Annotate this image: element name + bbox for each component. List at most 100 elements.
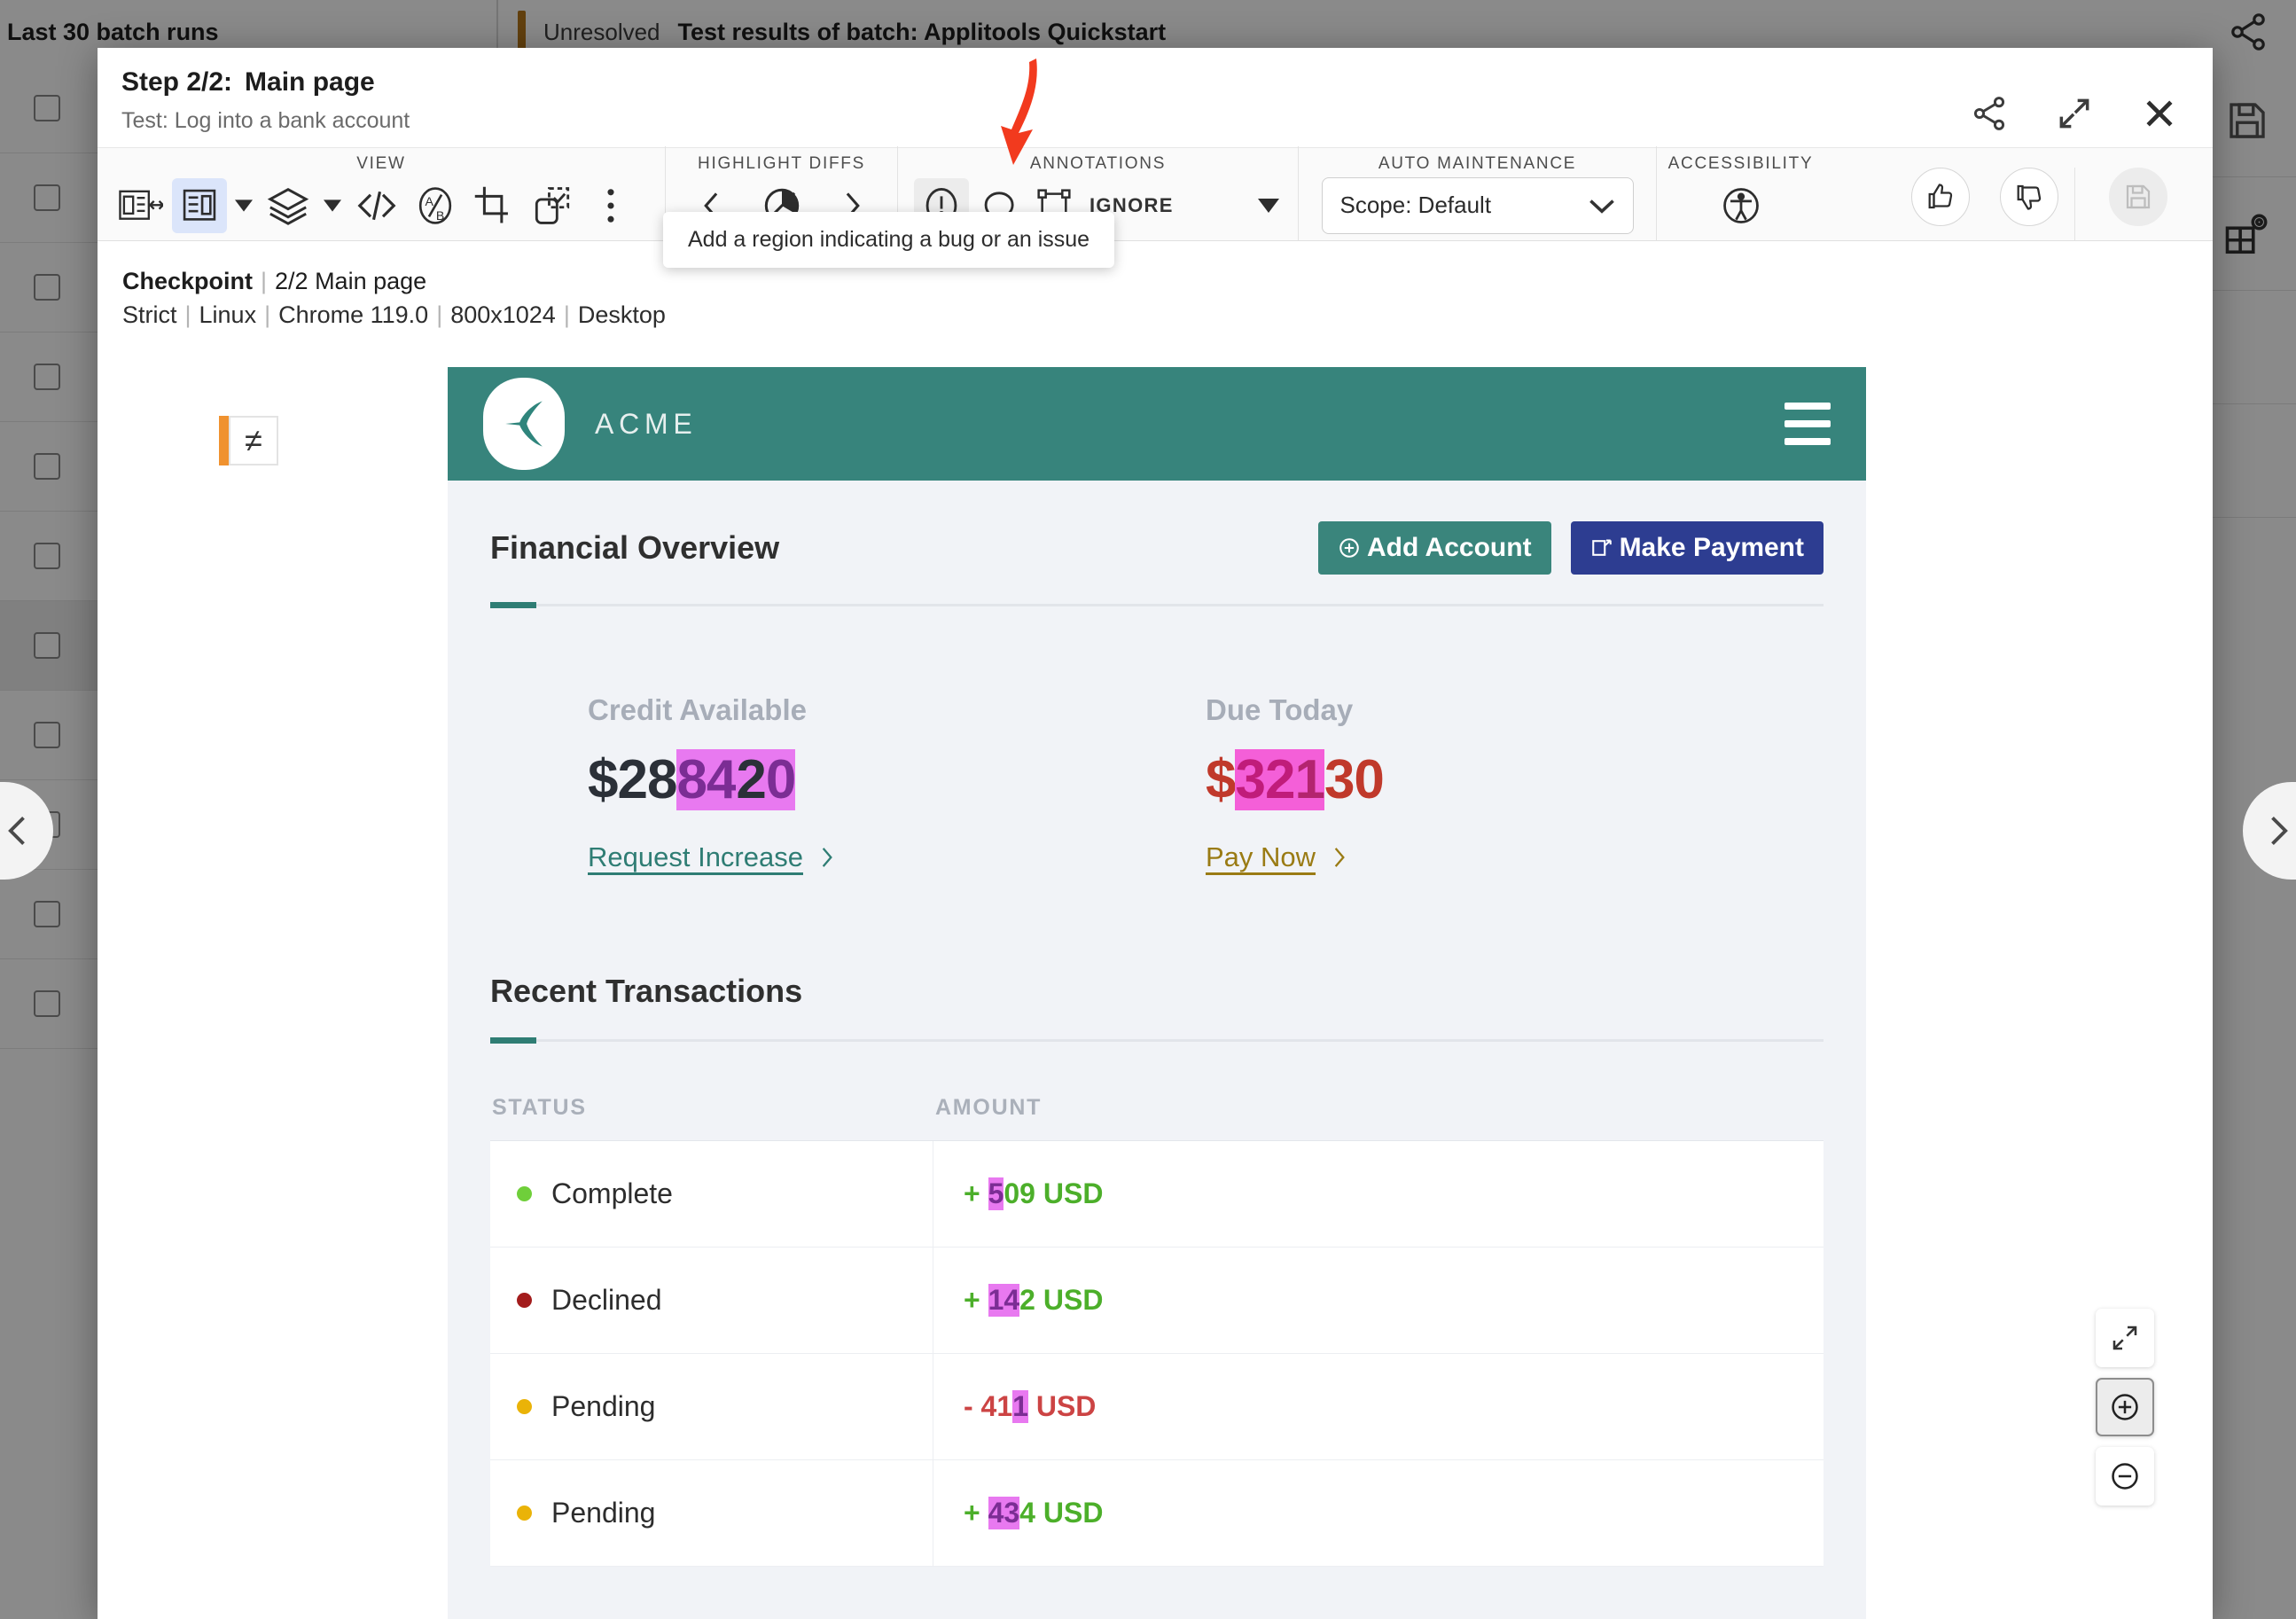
checkpoint-viewport: 800x1024: [450, 301, 556, 329]
kpi-value-part: $: [1206, 749, 1236, 810]
row-checkbox[interactable]: [34, 95, 60, 121]
amount-diff-part: 5: [988, 1177, 1004, 1210]
checkpoint-browser: Chrome 119.0: [278, 301, 429, 329]
pay-now-link[interactable]: Pay Now: [1206, 841, 1824, 873]
zoom-in-icon[interactable]: [2096, 1378, 2154, 1436]
expand-icon[interactable]: [2055, 94, 2094, 133]
modal-header: Step 2/2: Main page Test: Log into a bank…: [98, 48, 2213, 147]
background-topbar: Last 30 batch runs Unresolved Test resul…: [0, 0, 2296, 64]
row-amount-cell: - 41 1 USD: [933, 1354, 1824, 1459]
table-row[interactable]: Declined + 14 2 USD: [490, 1247, 1824, 1354]
amount-sign: -: [964, 1390, 973, 1422]
row-checkbox[interactable]: [34, 184, 60, 211]
row-amount-cell: + 5 09 USD: [933, 1141, 1824, 1247]
row-checkbox[interactable]: [34, 543, 60, 569]
table-row[interactable]: Pending + 43 4 USD: [490, 1460, 1824, 1567]
row-checkbox[interactable]: [34, 453, 60, 480]
diff-badge[interactable]: ≠: [219, 416, 278, 465]
row-amount-cell: + 43 4 USD: [933, 1460, 1824, 1566]
scope-select-value: Scope: Default: [1339, 192, 1492, 218]
zoom-out-icon[interactable]: [2096, 1447, 2154, 1506]
row-checkbox[interactable]: [34, 990, 60, 1017]
checkpoint-label: Checkpoint: [122, 268, 254, 294]
row-status-cell: Pending: [490, 1354, 933, 1459]
add-account-button[interactable]: Add Account: [1318, 521, 1551, 575]
amount-part: 09: [1004, 1177, 1035, 1209]
batch-status-chip: [518, 11, 526, 53]
checkpoint-env-line: Strict | Linux | Chrome 119.0 | 800x1024 | Deskt…: [122, 298, 2213, 332]
element-select-icon[interactable]: [525, 178, 580, 233]
checkpoint-line: Checkpoint | 2/2 Main page: [122, 264, 2213, 298]
layers-caret-down-icon[interactable]: [319, 178, 346, 233]
app-brand-name: ACME: [595, 407, 698, 440]
layers-icon[interactable]: [261, 178, 316, 233]
share-icon[interactable]: [1970, 94, 2009, 133]
rail-save-button[interactable]: [2198, 64, 2296, 177]
accessibility-icon[interactable]: [1714, 178, 1769, 233]
thumbs-down-icon[interactable]: [1999, 168, 2058, 226]
amount-diff-part: 1: [1012, 1390, 1028, 1423]
toolbar-group-highlight-diffs-label: HIGHLIGHT DIFFS: [698, 154, 865, 173]
step-toolbar: VIEW: [98, 146, 2213, 241]
make-payment-button[interactable]: Make Payment: [1570, 521, 1824, 575]
scope-select[interactable]: Scope: Default: [1321, 176, 1634, 234]
share-icon[interactable]: [2227, 11, 2269, 53]
kpi-value-part: $28: [588, 749, 677, 810]
crop-icon[interactable]: [466, 178, 521, 233]
meta-separator: |: [563, 301, 570, 329]
kpi-value-diff-part: 32: [1235, 749, 1295, 810]
toolbar-accessibility-items: [1657, 176, 1824, 240]
table-row[interactable]: Complete + 5 09 USD: [490, 1141, 1824, 1247]
amount-unit: USD: [1043, 1177, 1104, 1209]
rail-item-empty: [2198, 291, 2296, 404]
row-checkbox[interactable]: [34, 364, 60, 390]
meta-separator: |: [264, 301, 271, 329]
row-checkbox[interactable]: [34, 274, 60, 301]
modal-title: Step 2/2: Main page: [121, 67, 2213, 98]
amount-sign: +: [964, 1284, 980, 1316]
save-icon[interactable]: [2108, 168, 2167, 226]
recent-transactions-rule: [490, 1037, 1824, 1044]
kpi-value-diff-part: 2: [736, 749, 767, 810]
view-mode-caret-down-icon[interactable]: [230, 178, 257, 233]
more-vertical-icon[interactable]: [583, 178, 638, 233]
toolbar-auto-maintenance-items: Scope: Default: [1299, 176, 1656, 240]
hamburger-menu-icon[interactable]: [1784, 403, 1831, 445]
row-checkbox[interactable]: [34, 632, 60, 659]
checkpoint-meta: Checkpoint | 2/2 Main page Strict | Linux | Ch…: [98, 241, 2213, 332]
modal-header-actions: [1970, 94, 2179, 133]
annotations-caret-down-icon[interactable]: [1255, 178, 1282, 233]
thumbs-up-icon[interactable]: [1910, 168, 1970, 226]
single-view-icon[interactable]: [172, 177, 227, 233]
ab-compare-icon[interactable]: A B: [408, 178, 463, 233]
code-icon[interactable]: [349, 178, 404, 233]
meta-separator: |: [436, 301, 443, 329]
modal-step-label: Step 2/2:: [121, 67, 233, 97]
table-row[interactable]: Pending - 41 1 USD: [490, 1354, 1824, 1460]
plus-circle-icon: [1339, 538, 1359, 558]
amount-sign: +: [964, 1177, 980, 1209]
fit-screen-icon[interactable]: [2096, 1309, 2154, 1367]
transactions-col-status: STATUS: [492, 1095, 587, 1120]
checkpoint-os: Linux: [199, 301, 257, 329]
chevron-right-icon: [1334, 848, 1345, 867]
row-checkbox[interactable]: [34, 722, 60, 748]
row-status-label: Complete: [551, 1177, 673, 1209]
financial-overview-rule: [490, 602, 1824, 608]
toolbar-group-view: VIEW: [98, 146, 665, 240]
checkpoint-match-level: Strict: [122, 301, 177, 329]
diff-badge-bar: [219, 416, 229, 465]
topbar-divider: [496, 0, 498, 64]
kpi-value: $32130: [1206, 748, 1824, 811]
toolbar-feedback-actions: [1895, 168, 2074, 240]
rail-grid-settings-button[interactable]: [2198, 177, 2296, 291]
kpi-label: Due Today: [1206, 693, 1354, 726]
side-by-side-icon[interactable]: [113, 178, 168, 233]
row-checkbox[interactable]: [34, 901, 60, 927]
status-dot-icon: [517, 1293, 532, 1308]
close-icon[interactable]: [2140, 94, 2179, 133]
checkpoint-viewport[interactable]: ACME Financial Overview Add Account: [448, 367, 1866, 1619]
request-increase-link[interactable]: Request Increase: [588, 841, 1206, 873]
kpi-credit-available: Credit Available $288420 Request Increas…: [588, 693, 1206, 873]
batch-header: Unresolved Test results of batch: Applit…: [498, 11, 1166, 53]
